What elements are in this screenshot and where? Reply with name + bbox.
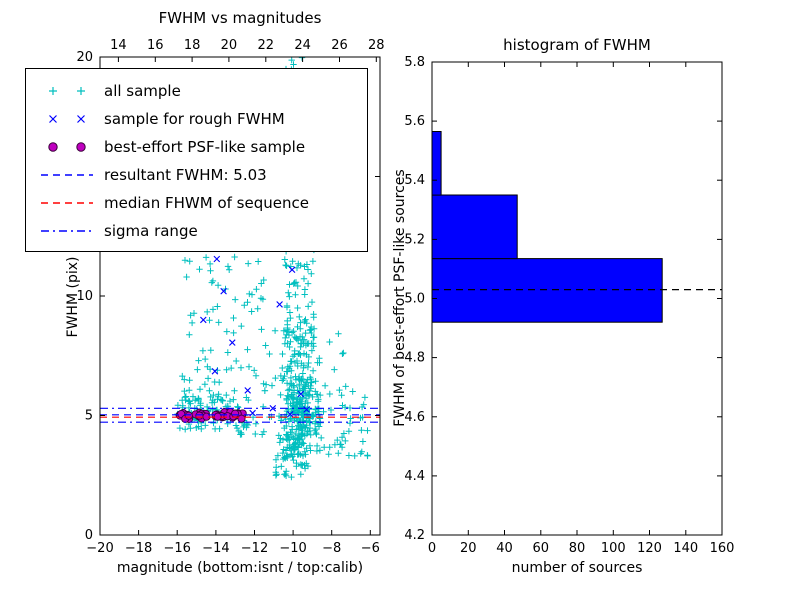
tick-label: 80: [569, 541, 586, 556]
tick-label: −16: [163, 541, 190, 556]
hist-bar: [431, 258, 663, 323]
tick-label: 5.8: [404, 55, 425, 70]
legend-label: median FHWM of sequence: [104, 194, 309, 212]
tick-label: 20: [460, 541, 477, 556]
left-plot-xlabel: magnitude (bottom:isnt / top:calib): [116, 560, 364, 576]
legend-item-median-fwhm: median FHWM of sequence: [38, 189, 367, 217]
tick-label: 5: [85, 409, 93, 424]
tick-label: 5.0: [404, 292, 425, 307]
tick-label: 16: [147, 38, 164, 53]
tick-label: 18: [184, 38, 201, 53]
tick-label: 4.2: [404, 528, 425, 543]
right-plot-data: [431, 131, 722, 323]
tick-label: 100: [601, 541, 626, 556]
tick-label: 5.2: [404, 232, 425, 247]
right-plot-xlabel: number of sources: [511, 560, 643, 576]
tick-label: 22: [258, 38, 275, 53]
tick-label: 140: [673, 541, 698, 556]
rough-fwhm-points: [200, 229, 310, 418]
tick-label: −18: [125, 541, 152, 556]
dashed-line-icon: [38, 193, 96, 213]
legend-item-resultant-fwhm: resultant FWHM: 5.03: [38, 161, 367, 189]
tick-label: −8: [322, 541, 341, 556]
psf-like-point: [195, 411, 204, 420]
tick-label: 5.4: [404, 173, 425, 188]
tick-label: 26: [331, 38, 348, 53]
tick-label: −12: [241, 541, 268, 556]
circle-marker-icon: [38, 137, 96, 157]
tick-label: 5.6: [404, 114, 425, 129]
tick-label: 120: [637, 541, 662, 556]
legend-label: best-effort PSF-like sample: [104, 138, 306, 156]
legend-item-sigma-range: sigma range: [38, 217, 367, 245]
dashed-line-icon: [38, 165, 96, 185]
tick-label: 4.4: [404, 469, 425, 484]
left-plot-ylabel: FWHM (pix): [65, 256, 81, 338]
tick-label: 14: [110, 38, 127, 53]
plus-marker-icon: [38, 81, 96, 101]
psf-like-point: [237, 414, 246, 423]
legend-item-all-sample: all sample: [38, 77, 367, 105]
tick-label: −14: [202, 541, 229, 556]
x-marker-icon: [38, 109, 96, 129]
legend-label: resultant FWHM: 5.03: [104, 166, 267, 184]
right-plot-ylabel: FWHM of best-effort PSF-like sources: [392, 169, 408, 427]
tick-label: 20: [221, 38, 238, 53]
tick-label: 24: [294, 38, 311, 53]
tick-label: 10: [76, 289, 93, 304]
right-plot-title: histogram of FWHM: [503, 36, 651, 54]
psf-like-point: [231, 409, 240, 418]
left-plot-data: [100, 57, 380, 481]
legend-label: all sample: [104, 82, 181, 100]
tick-label: 60: [533, 541, 550, 556]
tick-label: −6: [361, 541, 380, 556]
tick-label: −10: [279, 541, 306, 556]
tick-label: 160: [710, 541, 735, 556]
tick-label: 28: [368, 38, 385, 53]
legend-label: sample for rough FWHM: [104, 110, 285, 128]
tick-label: 4.8: [404, 351, 425, 366]
legend-item-rough-fwhm: sample for rough FWHM: [38, 105, 367, 133]
hist-bar: [431, 131, 442, 196]
legend-item-psf-like: best-effort PSF-like sample: [38, 133, 367, 161]
left-plot-title: FWHM vs magnitudes: [158, 9, 322, 27]
tick-label: −20: [86, 541, 113, 556]
tick-label: 0: [85, 528, 93, 543]
tick-label: 0: [428, 541, 436, 556]
tick-label: 20: [76, 50, 93, 65]
legend-label: sigma range: [104, 222, 198, 240]
tick-label: 4.6: [404, 410, 425, 425]
psf-like-point: [184, 411, 193, 420]
tick-label: 40: [496, 541, 513, 556]
dashdot-line-icon: [38, 221, 96, 241]
hist-bar: [431, 194, 518, 260]
legend: all sample sample for rough FWHM best-ef…: [25, 68, 368, 252]
